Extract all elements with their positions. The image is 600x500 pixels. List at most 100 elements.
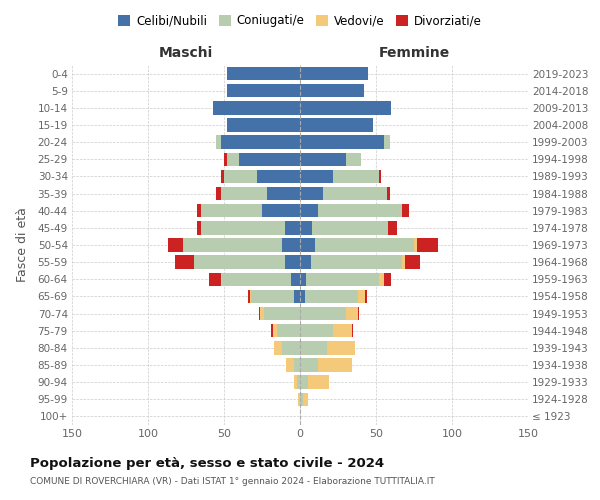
Bar (300, 221, 312, 234)
Bar (221, 187, 266, 200)
Bar (328, 341, 355, 354)
Bar (334, 170, 379, 183)
Bar (297, 376, 300, 389)
Bar (365, 290, 367, 303)
Bar (223, 272, 291, 286)
Bar (315, 238, 414, 252)
Bar (300, 238, 315, 252)
Bar (221, 170, 224, 183)
Bar (318, 358, 352, 372)
Bar (217, 136, 221, 149)
Bar (194, 256, 285, 269)
Bar (305, 290, 358, 303)
Bar (227, 152, 239, 166)
Bar (383, 136, 389, 149)
Bar (221, 272, 223, 286)
Bar (282, 341, 300, 354)
Bar (239, 152, 300, 166)
Bar (298, 392, 300, 406)
Bar (294, 376, 297, 389)
Bar (303, 392, 308, 406)
Bar (286, 358, 294, 372)
Bar (183, 238, 282, 252)
Bar (214, 101, 300, 114)
Bar (282, 238, 300, 252)
Bar (386, 187, 389, 200)
Bar (227, 84, 300, 98)
Text: Popolazione per età, sesso e stato civile - 2024: Popolazione per età, sesso e stato civil… (30, 458, 384, 470)
Text: COMUNE DI ROVERCHIARA (VR) - Dati ISTAT 1° gennaio 2024 - Elaborazione TUTTITALI: COMUNE DI ROVERCHIARA (VR) - Dati ISTAT … (30, 478, 435, 486)
Bar (271, 324, 272, 338)
Bar (294, 358, 300, 372)
Bar (168, 238, 183, 252)
Bar (300, 358, 318, 372)
Bar (175, 256, 194, 269)
Bar (209, 272, 221, 286)
Bar (300, 204, 318, 218)
Bar (274, 341, 282, 354)
Bar (358, 307, 359, 320)
Bar (227, 118, 300, 132)
Bar (300, 152, 346, 166)
Bar (352, 324, 353, 338)
Bar (259, 307, 260, 320)
Bar (300, 376, 308, 389)
Bar (417, 238, 439, 252)
Bar (300, 118, 373, 132)
Bar (197, 221, 201, 234)
Bar (201, 221, 285, 234)
Bar (227, 67, 300, 80)
Bar (346, 152, 361, 166)
Bar (300, 341, 328, 354)
Y-axis label: Fasce di età: Fasce di età (16, 208, 29, 282)
Bar (250, 290, 251, 303)
Bar (197, 204, 201, 218)
Text: Maschi: Maschi (159, 46, 213, 60)
Bar (201, 204, 262, 218)
Y-axis label: Anni di nascita: Anni di nascita (597, 198, 600, 291)
Bar (402, 256, 405, 269)
Bar (300, 290, 305, 303)
Bar (379, 272, 383, 286)
Bar (285, 221, 300, 234)
Bar (224, 170, 257, 183)
Bar (300, 67, 368, 80)
Legend: Celibi/Nubili, Coniugati/e, Vedovi/e, Divorziati/e: Celibi/Nubili, Coniugati/e, Vedovi/e, Di… (113, 10, 487, 32)
Bar (318, 204, 402, 218)
Bar (294, 290, 300, 303)
Bar (224, 152, 227, 166)
Bar (312, 221, 388, 234)
Bar (300, 392, 303, 406)
Bar (300, 324, 334, 338)
Bar (251, 290, 294, 303)
Bar (358, 290, 365, 303)
Bar (260, 307, 263, 320)
Bar (300, 170, 334, 183)
Bar (311, 256, 402, 269)
Bar (217, 187, 221, 200)
Bar (334, 324, 352, 338)
Bar (257, 170, 300, 183)
Bar (266, 187, 300, 200)
Bar (308, 376, 329, 389)
Bar (414, 238, 417, 252)
Bar (300, 187, 323, 200)
Bar (323, 187, 386, 200)
Bar (248, 290, 250, 303)
Bar (291, 272, 300, 286)
Bar (300, 307, 346, 320)
Text: Femmine: Femmine (379, 46, 449, 60)
Bar (272, 324, 277, 338)
Bar (383, 272, 391, 286)
Bar (402, 204, 409, 218)
Bar (405, 256, 420, 269)
Bar (300, 101, 391, 114)
Bar (277, 324, 300, 338)
Bar (300, 272, 306, 286)
Bar (263, 307, 300, 320)
Bar (346, 307, 358, 320)
Bar (379, 170, 380, 183)
Bar (300, 136, 383, 149)
Bar (300, 84, 364, 98)
Bar (306, 272, 379, 286)
